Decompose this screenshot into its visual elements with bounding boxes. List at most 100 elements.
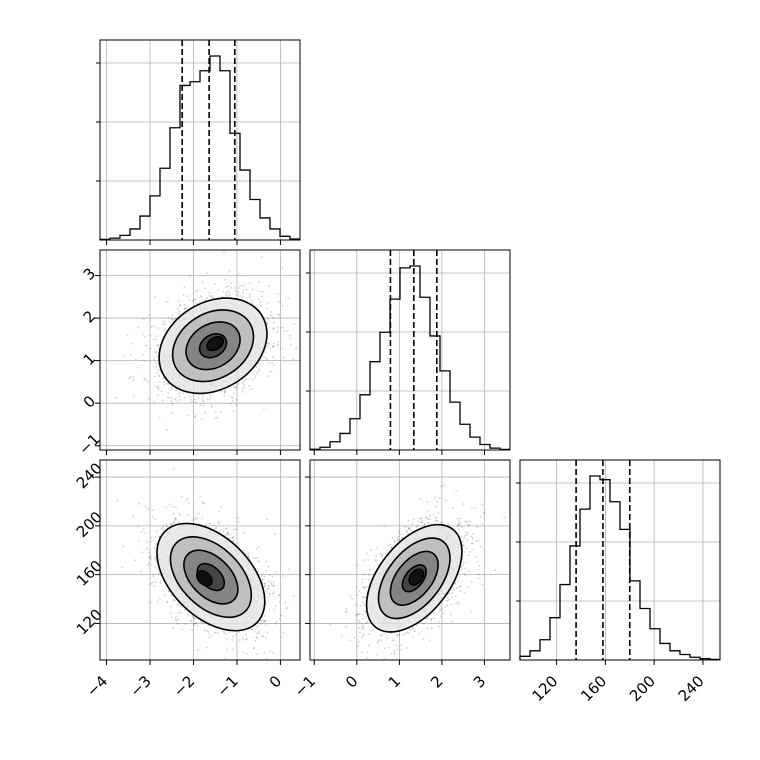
y-tick-label: 160 [73, 557, 106, 590]
scatter-point [285, 607, 288, 610]
scatter-point [227, 532, 230, 535]
scatter-point [172, 599, 175, 601]
scatter-point [155, 351, 158, 353]
scatter-point [270, 582, 273, 585]
scatter-point [267, 584, 270, 587]
scatter-point [155, 559, 157, 562]
scatter-point [152, 581, 155, 584]
scatter-point [155, 385, 158, 388]
scatter-point [259, 623, 262, 625]
scatter-point [197, 289, 199, 292]
scatter-point [224, 390, 227, 393]
scatter-point [228, 537, 230, 539]
scatter-point [243, 380, 245, 383]
scatter-point [191, 616, 194, 619]
scatter-point [169, 612, 172, 615]
scatter-point [266, 375, 269, 378]
scatter-point [231, 395, 233, 398]
scatter-point [195, 302, 198, 305]
scatter-point [281, 267, 284, 270]
scatter-point [257, 290, 260, 292]
scatter-point [269, 593, 271, 595]
scatter-point [242, 388, 244, 390]
scatter-point [214, 631, 217, 634]
scatter-point [237, 291, 240, 294]
scatter-point [245, 378, 247, 381]
scatter-point [271, 575, 274, 578]
scatter-point [229, 533, 232, 536]
scatter-point [179, 611, 182, 614]
scatter-point [264, 636, 267, 639]
scatter-point [182, 294, 185, 296]
scatter-point [151, 582, 153, 585]
scatter-point [223, 632, 226, 634]
scatter-point [265, 321, 268, 324]
scatter-point [258, 560, 260, 562]
scatter-point [148, 398, 151, 400]
scatter-point [146, 547, 149, 550]
scatter-point [208, 292, 211, 294]
scatter-point [194, 617, 196, 620]
scatter-point [159, 527, 162, 530]
scatter-point [173, 522, 176, 524]
scatter-point [282, 356, 285, 359]
scatter-point [182, 392, 184, 395]
scatter-point [179, 395, 181, 398]
density-peak [195, 569, 213, 587]
scatter-point [204, 524, 207, 527]
joint-panel-content [100, 250, 300, 450]
scatter-point [154, 556, 157, 559]
scatter-point [166, 600, 168, 603]
scatter-point [172, 467, 175, 470]
scatter-point [232, 536, 234, 539]
scatter-point [247, 555, 250, 558]
scatter-point [232, 528, 235, 531]
scatter-point [189, 619, 192, 622]
scatter-point [265, 560, 268, 563]
scatter-point [144, 378, 147, 381]
scatter-point [185, 499, 187, 502]
scatter-point [248, 282, 251, 285]
scatter-point [165, 506, 167, 509]
scatter-point [263, 355, 266, 358]
scatter-point [276, 343, 279, 346]
scatter-point [204, 298, 207, 301]
panel-frame [519, 459, 721, 661]
scatter-point [203, 287, 206, 290]
scatter-point [174, 517, 177, 520]
scatter-point [232, 410, 235, 412]
scatter-point [205, 297, 208, 300]
scatter-point [163, 594, 166, 597]
scatter-point [149, 347, 152, 350]
scatter-point [148, 561, 151, 564]
scatter-point [265, 357, 268, 360]
scatter-point [162, 524, 164, 527]
scatter-point [205, 646, 208, 649]
scatter-point [149, 601, 152, 604]
scatter-point [201, 517, 203, 520]
scatter-point [266, 631, 269, 634]
scatter-point [282, 631, 285, 634]
scatter-point [154, 351, 157, 353]
y-tick-label: 2 [80, 307, 99, 326]
scatter-point [263, 583, 266, 585]
scatter-point [142, 353, 144, 356]
scatter-point [190, 397, 193, 400]
scatter-point [266, 587, 269, 590]
scatter-point [210, 295, 213, 297]
scatter-point [269, 347, 272, 350]
scatter-point [183, 303, 186, 306]
scatter-point [172, 513, 175, 515]
scatter-point [245, 288, 248, 291]
scatter-point [245, 633, 247, 636]
scatter-point [260, 574, 263, 577]
scatter-point [272, 581, 275, 584]
scatter-point [263, 620, 266, 622]
scatter-point [217, 521, 220, 524]
scatter-point [242, 383, 245, 386]
scatter-point [150, 558, 152, 560]
scatter-point [464, 567, 467, 570]
scatter-point [255, 371, 258, 373]
scatter-point [289, 334, 291, 337]
scatter-point [178, 512, 181, 515]
